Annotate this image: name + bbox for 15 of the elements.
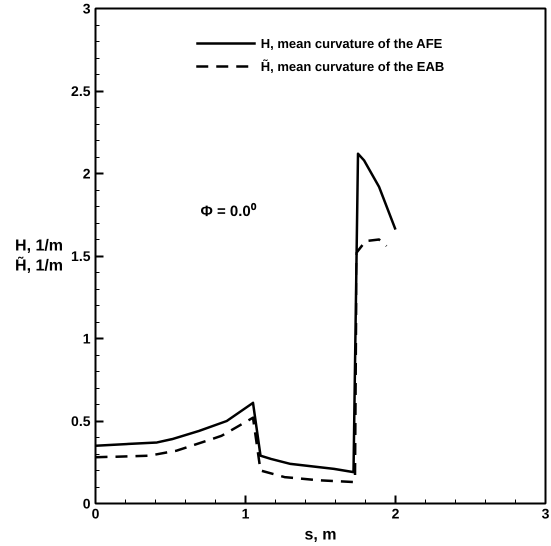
y-tick-label: 3 [82,0,91,16]
legend-label: H, mean curvature of the AFE [260,36,442,50]
y-tick-label: 2 [82,166,91,182]
y-axis-title: H, 1/m H̃, 1/m [15,237,64,275]
y-tick-label: 2.5 [71,83,91,99]
legend-label: H̃, mean curvature of the EAB [260,58,444,74]
y-tick-label: 1.5 [71,248,91,264]
x-tick-label: 1 [242,506,250,522]
x-tick-label: 3 [542,506,550,522]
annotation: Φ = 0.0⁰ [200,202,257,220]
x-tick-label: 2 [392,506,400,522]
y-tick-label: 1 [82,330,91,346]
x-axis-title: s, m [304,526,337,544]
y-tick-label: 0.5 [71,413,91,429]
y-tick-label: 0 [82,496,91,512]
